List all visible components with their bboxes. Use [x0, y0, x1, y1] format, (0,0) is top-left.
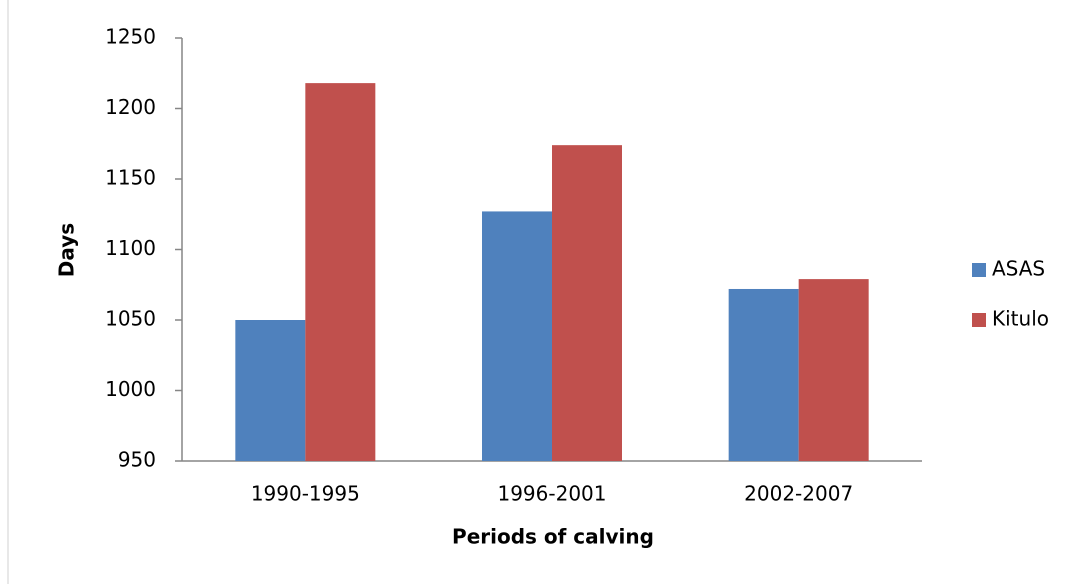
y-axis-label: Days	[55, 223, 79, 277]
bar	[305, 83, 376, 462]
y-tick-label: 950	[118, 448, 156, 472]
bar	[235, 320, 306, 461]
legend-swatch	[972, 313, 986, 327]
bar	[798, 279, 869, 461]
x-tick-label: 1990-1995	[251, 482, 360, 506]
y-tick-label: 1150	[105, 166, 156, 190]
bar	[552, 145, 622, 461]
legend-label: Kitulo	[992, 307, 1049, 331]
y-tick-label: 1050	[105, 307, 156, 331]
x-tick-label: 2002-2007	[744, 482, 853, 506]
bar	[728, 288, 799, 461]
bar	[482, 211, 552, 461]
x-tick-label: 1996-2001	[497, 482, 606, 506]
y-tick-label: 1250	[105, 25, 156, 49]
legend-swatch	[972, 263, 986, 277]
y-tick-label: 1100	[105, 236, 156, 260]
legend-label: ASAS	[992, 257, 1045, 281]
y-tick-label: 1200	[105, 95, 156, 119]
x-axis-label: Periods of calving	[452, 525, 654, 549]
y-tick-label: 1000	[105, 377, 156, 401]
